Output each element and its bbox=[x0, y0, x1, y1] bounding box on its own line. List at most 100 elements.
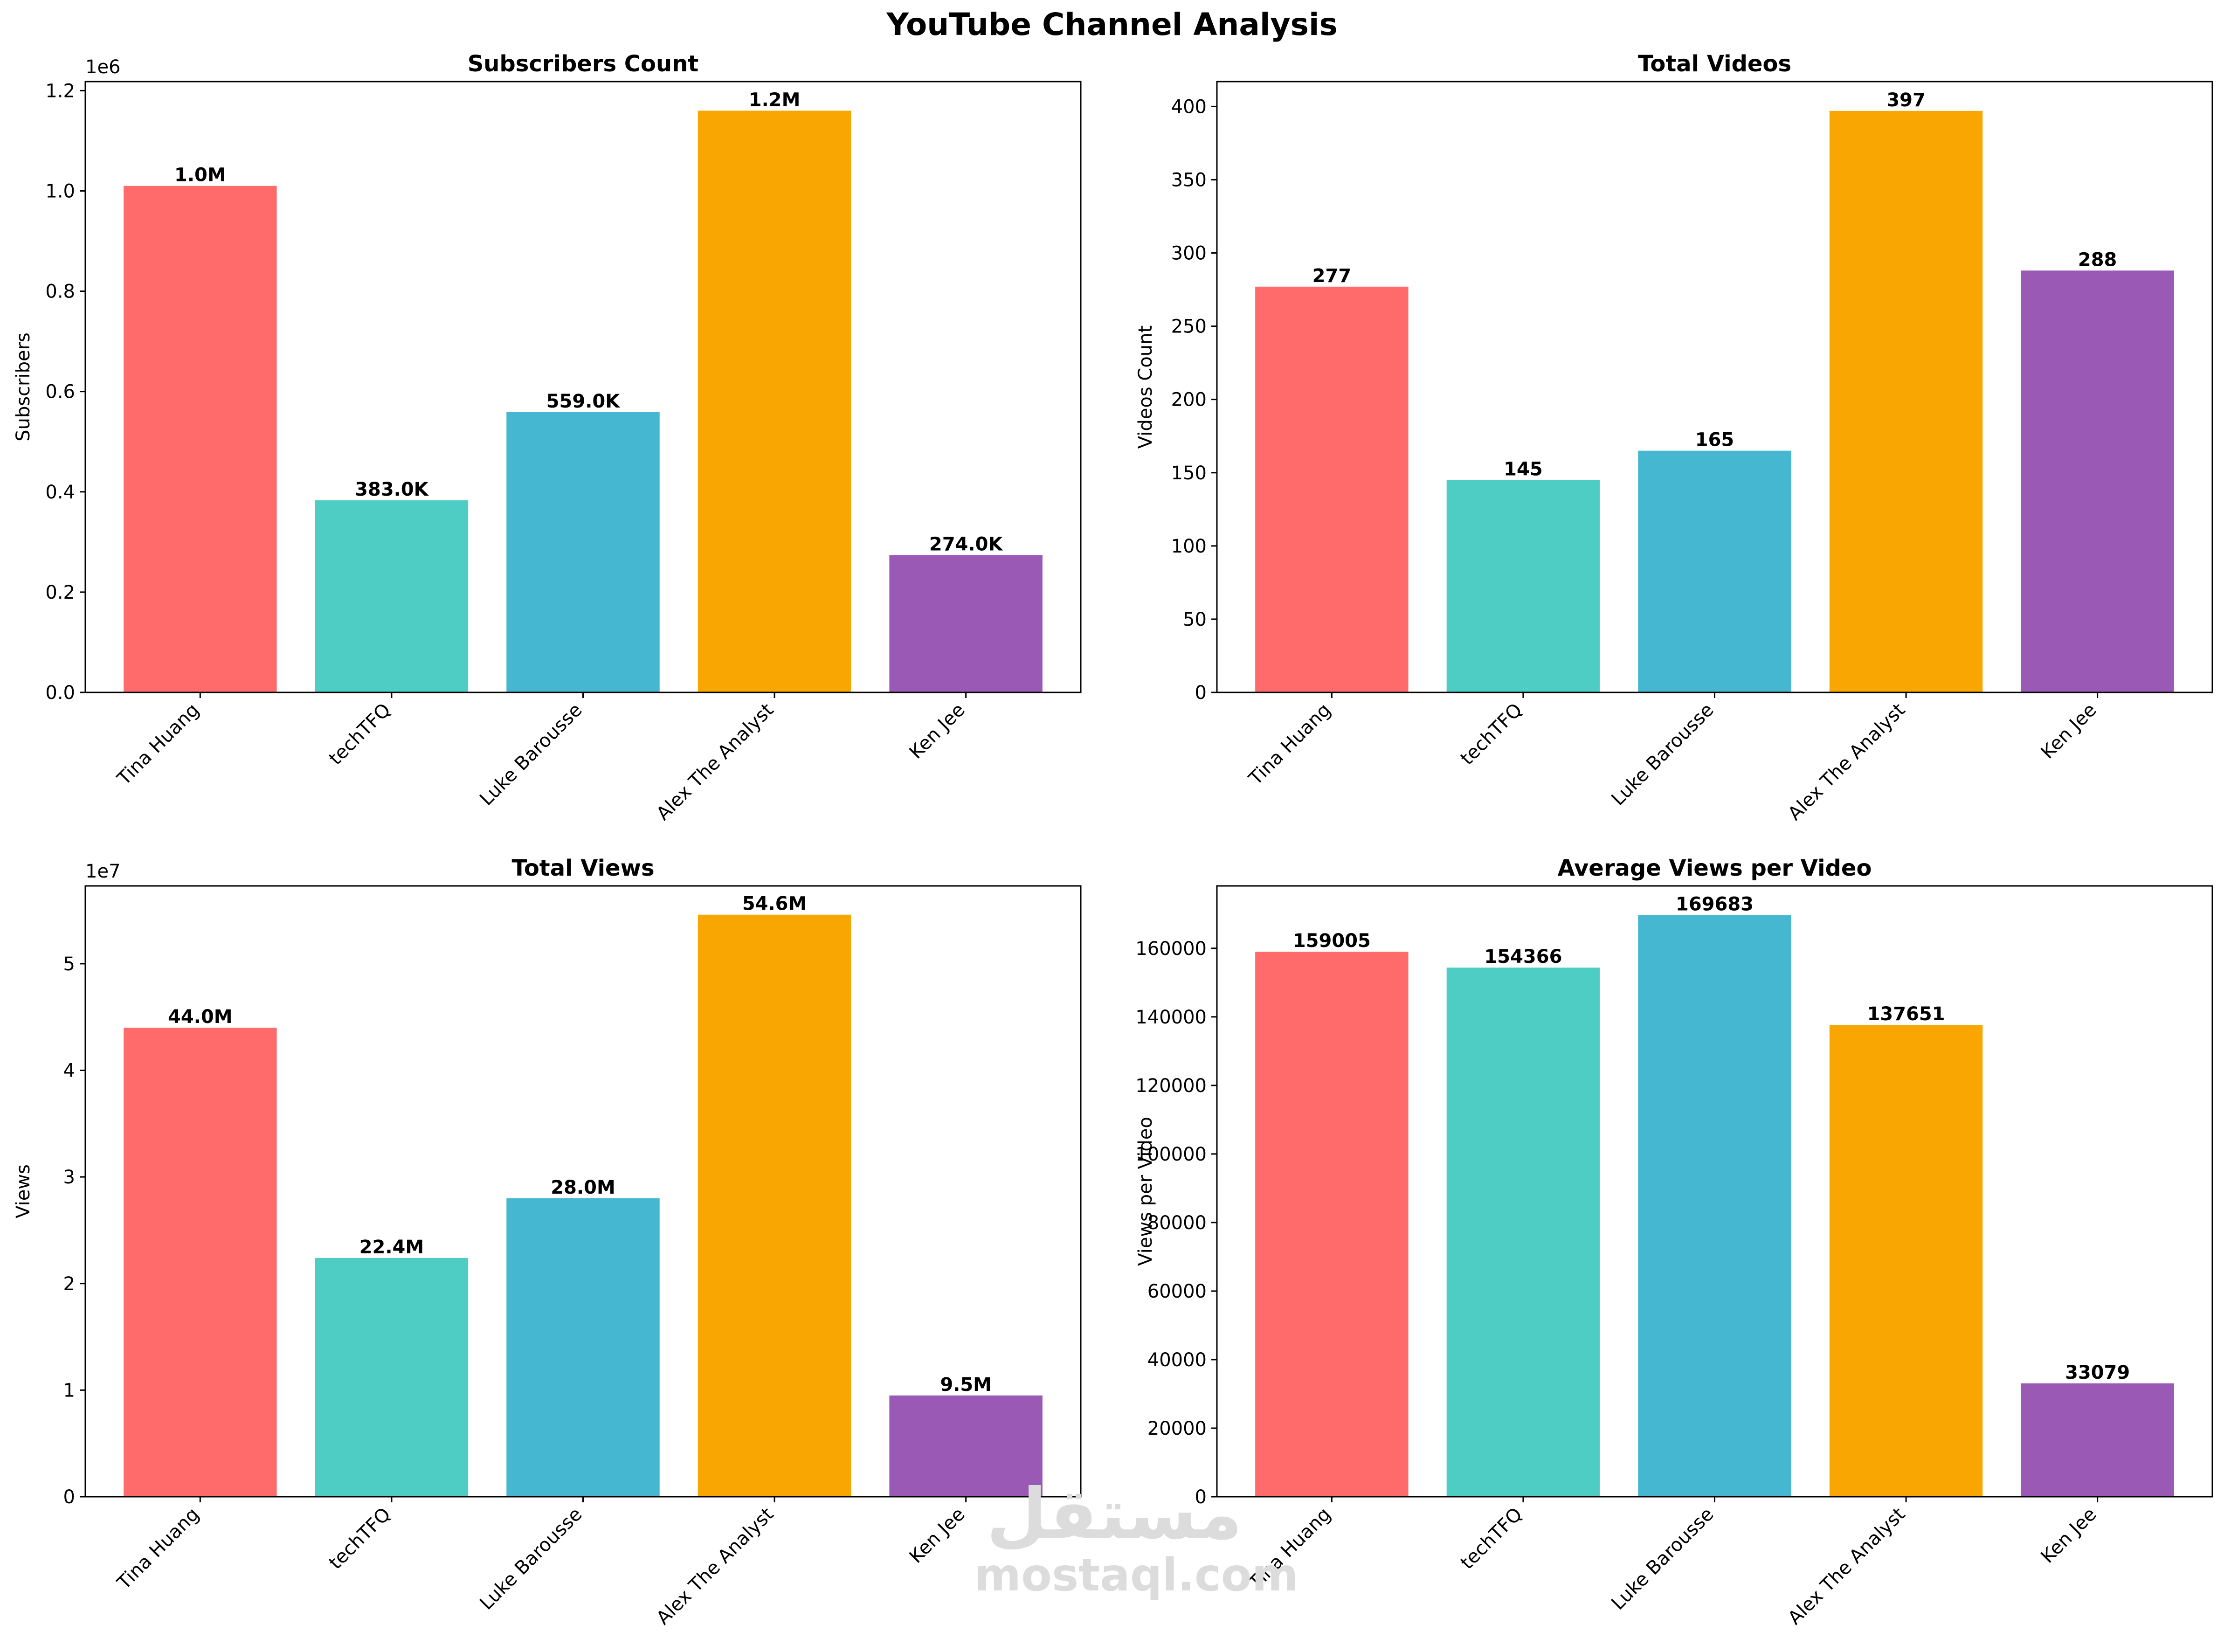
x-tick-label: Luke Barousse bbox=[476, 1504, 586, 1614]
y-tick-label: 80000 bbox=[1147, 1212, 1207, 1234]
y-tick-label: 1.2 bbox=[45, 80, 75, 102]
x-tick-label: techTFQ bbox=[1457, 699, 1526, 769]
data-label-5: 9.5M bbox=[940, 1374, 992, 1396]
y-axis-label: Subscribers bbox=[13, 332, 34, 442]
x-tick-label: techTFQ bbox=[1457, 1504, 1526, 1574]
bar-3 bbox=[506, 1198, 660, 1497]
y-tick-label: 40000 bbox=[1147, 1349, 1207, 1371]
bar-4 bbox=[1829, 111, 1983, 693]
x-tick-label: Tina Huang bbox=[113, 1504, 203, 1594]
y-axis-label: Views per Video bbox=[1135, 1117, 1156, 1266]
bar-2 bbox=[1446, 968, 1600, 1497]
chart-panel-3: 44.0M 22.4M 28.0M 54.6M 9.5M 0 1 2 3 4 5 Tina Huang… bbox=[13, 855, 1082, 1629]
y-tick-label: 3 bbox=[63, 1167, 75, 1188]
y-tick-label: 0.0 bbox=[45, 682, 75, 704]
x-tick-label: Tina Huang bbox=[113, 699, 203, 790]
y-axis-offset-label: 1e6 bbox=[85, 56, 121, 78]
chart-panel-1: 1.0M 383.0K 559.0K 1.2M 274.0K 0.0 0.2 0.4 0.6 0.… bbox=[13, 51, 1082, 825]
data-label-2: 22.4M bbox=[359, 1237, 424, 1258]
watermark-logo: مستقل mostaql.com bbox=[974, 1474, 1298, 1601]
y-tick-label: 0.2 bbox=[45, 582, 75, 603]
bar-3 bbox=[1638, 915, 1791, 1497]
data-label-4: 1.2M bbox=[749, 89, 801, 111]
y-tick-label: 100 bbox=[1171, 536, 1207, 557]
y-tick-label: 0.8 bbox=[45, 281, 75, 303]
x-tick-label: Ken Jee bbox=[2037, 699, 2101, 763]
x-tick-label: Alex The Analyst bbox=[652, 699, 778, 825]
data-label-2: 145 bbox=[1504, 458, 1543, 480]
x-tick-label: Tina Huang bbox=[1244, 699, 1335, 790]
watermark-latin: mostaql.com bbox=[974, 1548, 1298, 1601]
data-label-1: 44.0M bbox=[168, 1006, 233, 1028]
bar-5 bbox=[889, 1395, 1043, 1497]
data-label-2: 154366 bbox=[1484, 946, 1562, 968]
x-tick-label: Luke Barousse bbox=[476, 699, 586, 810]
y-tick-label: 50 bbox=[1183, 609, 1207, 630]
data-label-2: 383.0K bbox=[355, 479, 429, 500]
x-tick-label: Alex The Analyst bbox=[1784, 699, 1909, 825]
x-tick-label: Luke Barousse bbox=[1607, 699, 1718, 810]
chart-panel-2: 277 145 165 397 288 0 50 100 150 200 250 300 350 400 T… bbox=[1135, 51, 2213, 825]
y-tick-label: 0 bbox=[1195, 682, 1207, 704]
y-tick-label: 60000 bbox=[1147, 1281, 1207, 1302]
bar-1 bbox=[124, 1028, 277, 1497]
data-label-1: 277 bbox=[1312, 265, 1352, 287]
bar-4 bbox=[698, 111, 851, 692]
data-label-4: 137651 bbox=[1867, 1003, 1945, 1025]
chart-panel-4: 159005 154366 169683 137651 33079 0 20000 40000… bbox=[1135, 855, 2213, 1629]
y-tick-label: 350 bbox=[1171, 169, 1207, 191]
bar-2 bbox=[315, 500, 469, 692]
x-tick-label: techTFQ bbox=[325, 699, 395, 769]
bar-2 bbox=[1446, 480, 1600, 692]
y-tick-label: 200 bbox=[1171, 389, 1207, 411]
y-tick-label: 0.4 bbox=[45, 482, 75, 503]
data-label-1: 1.0M bbox=[174, 165, 226, 186]
x-tick-label: Ken Jee bbox=[905, 699, 969, 763]
bar-1 bbox=[124, 186, 277, 693]
data-label-3: 559.0K bbox=[546, 391, 621, 412]
y-tick-label: 160000 bbox=[1135, 938, 1207, 960]
data-label-4: 54.6M bbox=[742, 893, 807, 915]
data-label-5: 33079 bbox=[2065, 1362, 2130, 1383]
y-tick-label: 400 bbox=[1171, 96, 1207, 118]
bar-5 bbox=[2021, 1383, 2174, 1497]
y-tick-label: 5 bbox=[63, 954, 75, 975]
x-tick-label: Luke Barousse bbox=[1607, 1504, 1718, 1614]
data-label-4: 397 bbox=[1886, 90, 1926, 111]
y-tick-label: 0 bbox=[63, 1486, 75, 1508]
x-tick-label: Alex The Analyst bbox=[652, 1504, 778, 1629]
data-label-5: 288 bbox=[2078, 249, 2117, 270]
bar-4 bbox=[698, 914, 851, 1497]
y-tick-label: 1 bbox=[63, 1380, 75, 1401]
y-axis-offset-label: 1e7 bbox=[85, 861, 121, 882]
bar-5 bbox=[2021, 270, 2174, 692]
x-tick-label: Ken Jee bbox=[2037, 1504, 2101, 1568]
data-label-3: 28.0M bbox=[551, 1177, 615, 1198]
watermark-arabic: مستقل bbox=[986, 1474, 1243, 1555]
panel-title: Subscribers Count bbox=[468, 51, 699, 77]
bar-3 bbox=[506, 412, 660, 692]
bar-1 bbox=[1255, 286, 1409, 692]
y-tick-label: 150 bbox=[1171, 463, 1207, 484]
panel-title: Total Videos bbox=[1638, 51, 1791, 77]
data-label-3: 165 bbox=[1695, 429, 1734, 451]
data-label-3: 169683 bbox=[1676, 894, 1754, 915]
x-tick-label: techTFQ bbox=[325, 1504, 395, 1574]
bar-2 bbox=[315, 1258, 469, 1497]
y-tick-label: 0.6 bbox=[45, 381, 75, 403]
y-axis-label: Views bbox=[13, 1164, 34, 1218]
data-label-5: 274.0K bbox=[929, 533, 1004, 555]
y-tick-label: 1.0 bbox=[45, 180, 75, 202]
x-tick-label: Ken Jee bbox=[905, 1504, 969, 1568]
x-tick-label: Alex The Analyst bbox=[1784, 1504, 1909, 1629]
y-tick-label: 140000 bbox=[1135, 1007, 1207, 1028]
y-axis-label: Videos Count bbox=[1135, 325, 1156, 449]
y-tick-label: 20000 bbox=[1147, 1418, 1207, 1439]
bar-5 bbox=[889, 555, 1043, 692]
bar-3 bbox=[1638, 450, 1791, 692]
panel-title: Total Views bbox=[511, 855, 654, 881]
y-tick-label: 300 bbox=[1171, 243, 1207, 264]
bar-1 bbox=[1255, 952, 1409, 1497]
